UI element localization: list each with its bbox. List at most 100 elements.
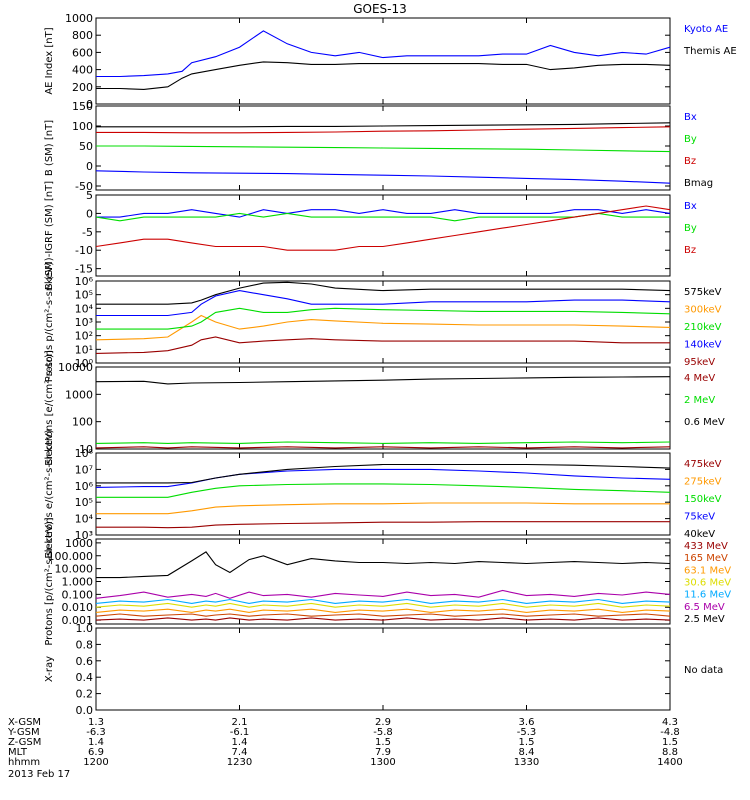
series-line-bx	[95, 170, 671, 184]
y-tick-label: 100	[72, 416, 93, 429]
y-tick-label: 0.100	[62, 588, 94, 601]
legend-6-5-mev: 6.5 MeV	[684, 602, 725, 613]
series-line-bx	[96, 209, 671, 218]
series-line-140kev	[96, 290, 671, 317]
legend-475kev: 475keV	[684, 459, 722, 470]
y-tick-label: 10²	[75, 330, 93, 343]
axis-row-value: 1200	[83, 757, 108, 768]
y-tick-label: 10⁰	[75, 357, 94, 370]
y-tick-label: 5	[86, 189, 93, 202]
y-axis-label: AE Index [nT]	[44, 27, 55, 94]
axis-row-value: 2.1	[232, 717, 248, 728]
series-line-2-5-mev	[96, 551, 671, 579]
axis-row-value: 7.4	[232, 747, 248, 758]
legend-2-5-mev: 2.5 MeV	[684, 614, 725, 625]
y-tick-label: 10⁴	[75, 302, 94, 315]
no-data-note: No data	[684, 665, 723, 676]
panel-6: 10³ 10⁴ 10⁵ 10⁶ 10⁷ 10⁸ Electrons e/(cm²-s-sr-…	[44, 429, 722, 558]
series-line-63-1-mev	[95, 608, 671, 613]
panel-frame	[95, 194, 671, 277]
y-tick-label: 0.2	[76, 688, 94, 701]
y-tick-label: 0.4	[76, 671, 94, 684]
y-tick-label: 1.000	[62, 576, 94, 589]
axis-row-value: 1.5	[519, 737, 535, 748]
panel-frame	[95, 17, 671, 105]
series-line-475kev	[96, 521, 670, 529]
axis-row-value: 1.3	[88, 717, 104, 728]
legend-63-1-mev: 63.1 MeV	[684, 565, 731, 576]
y-tick-label: 10	[79, 443, 93, 456]
axis-row-value: 8.8	[662, 747, 678, 758]
panel-1: 0 200 400 600 800 1000 AE Index [nT] Kyoto AE Th…	[44, 12, 737, 111]
series-line-165-mev	[95, 613, 671, 617]
series-line-bz	[96, 126, 671, 134]
date-label: 2013 Feb 17	[8, 769, 70, 780]
y-tick-label: 0.6	[76, 655, 94, 668]
y-tick-label: 0.010	[62, 601, 94, 614]
y-axis-label: X-ray	[44, 656, 55, 682]
series-line-by	[96, 145, 671, 153]
y-tick-label: 1000	[65, 537, 93, 550]
y-tick-label: 10⁵	[75, 289, 93, 302]
axis-row-label-z-gsm: Z-GSM	[8, 737, 41, 748]
y-tick-label: -5	[82, 226, 93, 239]
axis-row-value: 1230	[227, 757, 252, 768]
series-line-6-5-mev	[95, 589, 671, 599]
legend-bz: Bz	[684, 245, 696, 256]
time-axis: X-GSM 1.3 2.1 2.9 3.6 4.3 Y-GSM -6.3 -6.1 -5.8 -5.…	[7, 717, 683, 768]
legend-11-6-mev: 11.6 MeV	[684, 590, 731, 601]
axis-row-label-y-gsm: Y-GSM	[7, 727, 40, 738]
y-tick-label: 0	[86, 160, 93, 173]
legend-30-6-mev: 30.6 MeV	[684, 578, 731, 589]
chart-title: GOES-13	[353, 2, 407, 16]
axis-row-value: 1300	[370, 757, 395, 768]
y-axis-label: Electrons [e/(cm²-s-sr)]	[44, 350, 55, 466]
legend-kyoto-ae: Kyoto AE	[684, 24, 728, 35]
y-tick-label: 0.0	[76, 704, 94, 717]
y-tick-label: 10.000	[55, 563, 94, 576]
y-tick-label: 0.8	[76, 638, 94, 651]
y-tick-label: 200	[72, 81, 93, 94]
legend-275kev: 275keV	[684, 477, 722, 488]
axis-row-value: 2.9	[375, 717, 391, 728]
series-line-275kev	[96, 502, 670, 515]
axis-row-value: 1.5	[375, 737, 391, 748]
axis-row-label-hhmm: hhmm	[8, 757, 40, 768]
y-axis-label: B (SM)-IGRF (SM) [nT]	[44, 181, 55, 290]
axis-row-value: 1.4	[88, 737, 104, 748]
panel-8: 0.0 0.2 0.4 0.6 0.8 1.0 X-ray No data	[44, 622, 723, 717]
series-line-75kev	[95, 468, 671, 488]
y-tick-label: 10¹	[75, 343, 93, 356]
axis-row-value: -5.3	[517, 727, 537, 738]
series-line-575kev	[96, 281, 671, 305]
legend-bmag: Bmag	[684, 178, 713, 189]
y-tick-label: 1000	[65, 12, 93, 25]
axis-row-value: -5.8	[373, 727, 393, 738]
series-line-433-mev	[95, 617, 671, 621]
panel-frame	[95, 627, 671, 711]
series-line-kyoto-ae	[96, 30, 671, 78]
series-line-by	[95, 212, 670, 222]
y-tick-label: 600	[72, 46, 93, 59]
series-line-95kev	[95, 336, 670, 354]
legend-95kev: 95keV	[684, 357, 715, 368]
y-tick-label: 800	[72, 29, 93, 42]
y-tick-label: 10⁴	[75, 513, 94, 526]
legend-40kev: 40keV	[684, 529, 715, 540]
series-line-0-6-mev	[95, 376, 671, 385]
legend-140kev: 140keV	[684, 340, 722, 351]
legend-150kev: 150keV	[684, 494, 722, 505]
series-line-150kev	[96, 483, 671, 498]
panel-2: -50 0 50 100 150 B (SM) [nT] Bx By Bz Bmag	[44, 100, 713, 193]
y-axis-label: Protons [p/(cm²-s-sr-keV)]	[44, 517, 55, 645]
series-line-40kev	[96, 463, 671, 484]
y-axis-label: Protons p/(cm²-s-sr-keV)	[44, 262, 55, 383]
axis-row-value: -6.3	[86, 727, 106, 738]
legend-2-mev: 2 MeV	[684, 395, 715, 406]
axis-row-value: 3.6	[519, 717, 535, 728]
